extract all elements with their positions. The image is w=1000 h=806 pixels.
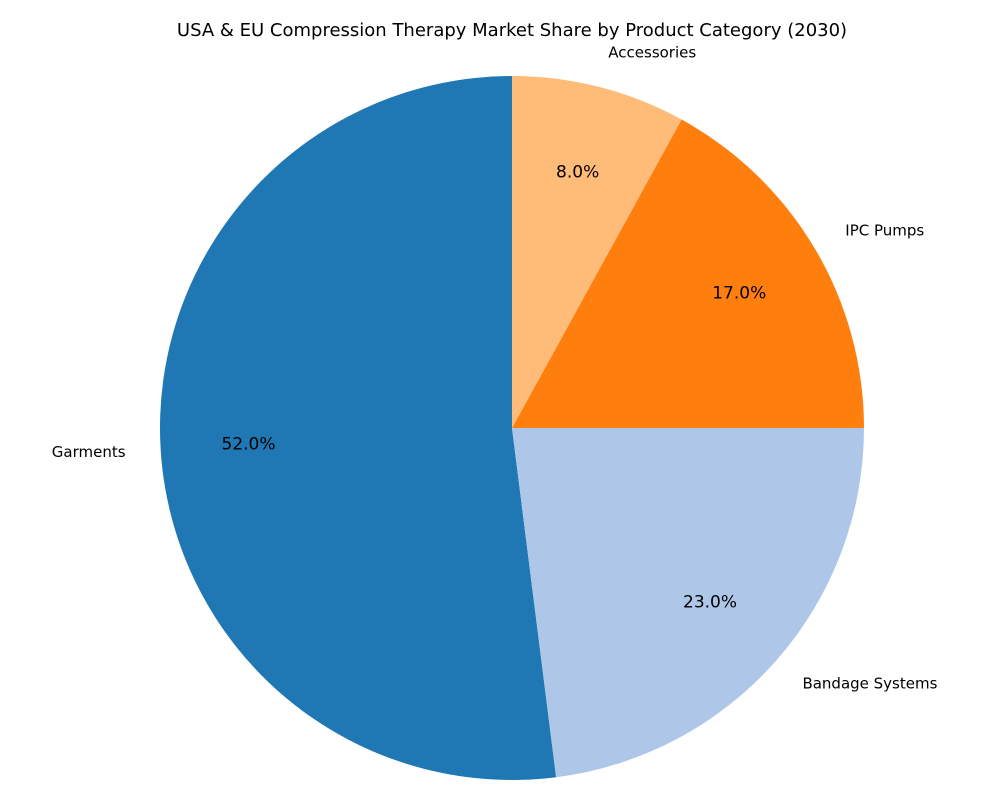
percent-label-bandage-systems: 23.0%: [683, 593, 737, 613]
category-label-accessories: Accessories: [608, 43, 696, 61]
category-label-bandage-systems: Bandage Systems: [802, 675, 937, 693]
slice-garments: [160, 76, 557, 780]
category-label-garments: Garments: [52, 443, 126, 461]
category-label-ipc-pumps: IPC Pumps: [845, 221, 924, 239]
slice-bandage-systems: [512, 428, 864, 778]
percent-label-ipc-pumps: 17.0%: [712, 284, 766, 304]
percent-label-accessories: 8.0%: [556, 162, 599, 182]
percent-label-garments: 52.0%: [222, 435, 276, 455]
chart-title: USA & EU Compression Therapy Market Shar…: [177, 20, 847, 41]
slice-accessories: [512, 76, 682, 428]
pie-slices: [160, 76, 864, 780]
pie-labels: Garments 52.0% Bandage Systems 23.0% IPC Pum…: [52, 43, 938, 692]
slice-ipc-pumps: [512, 119, 864, 429]
